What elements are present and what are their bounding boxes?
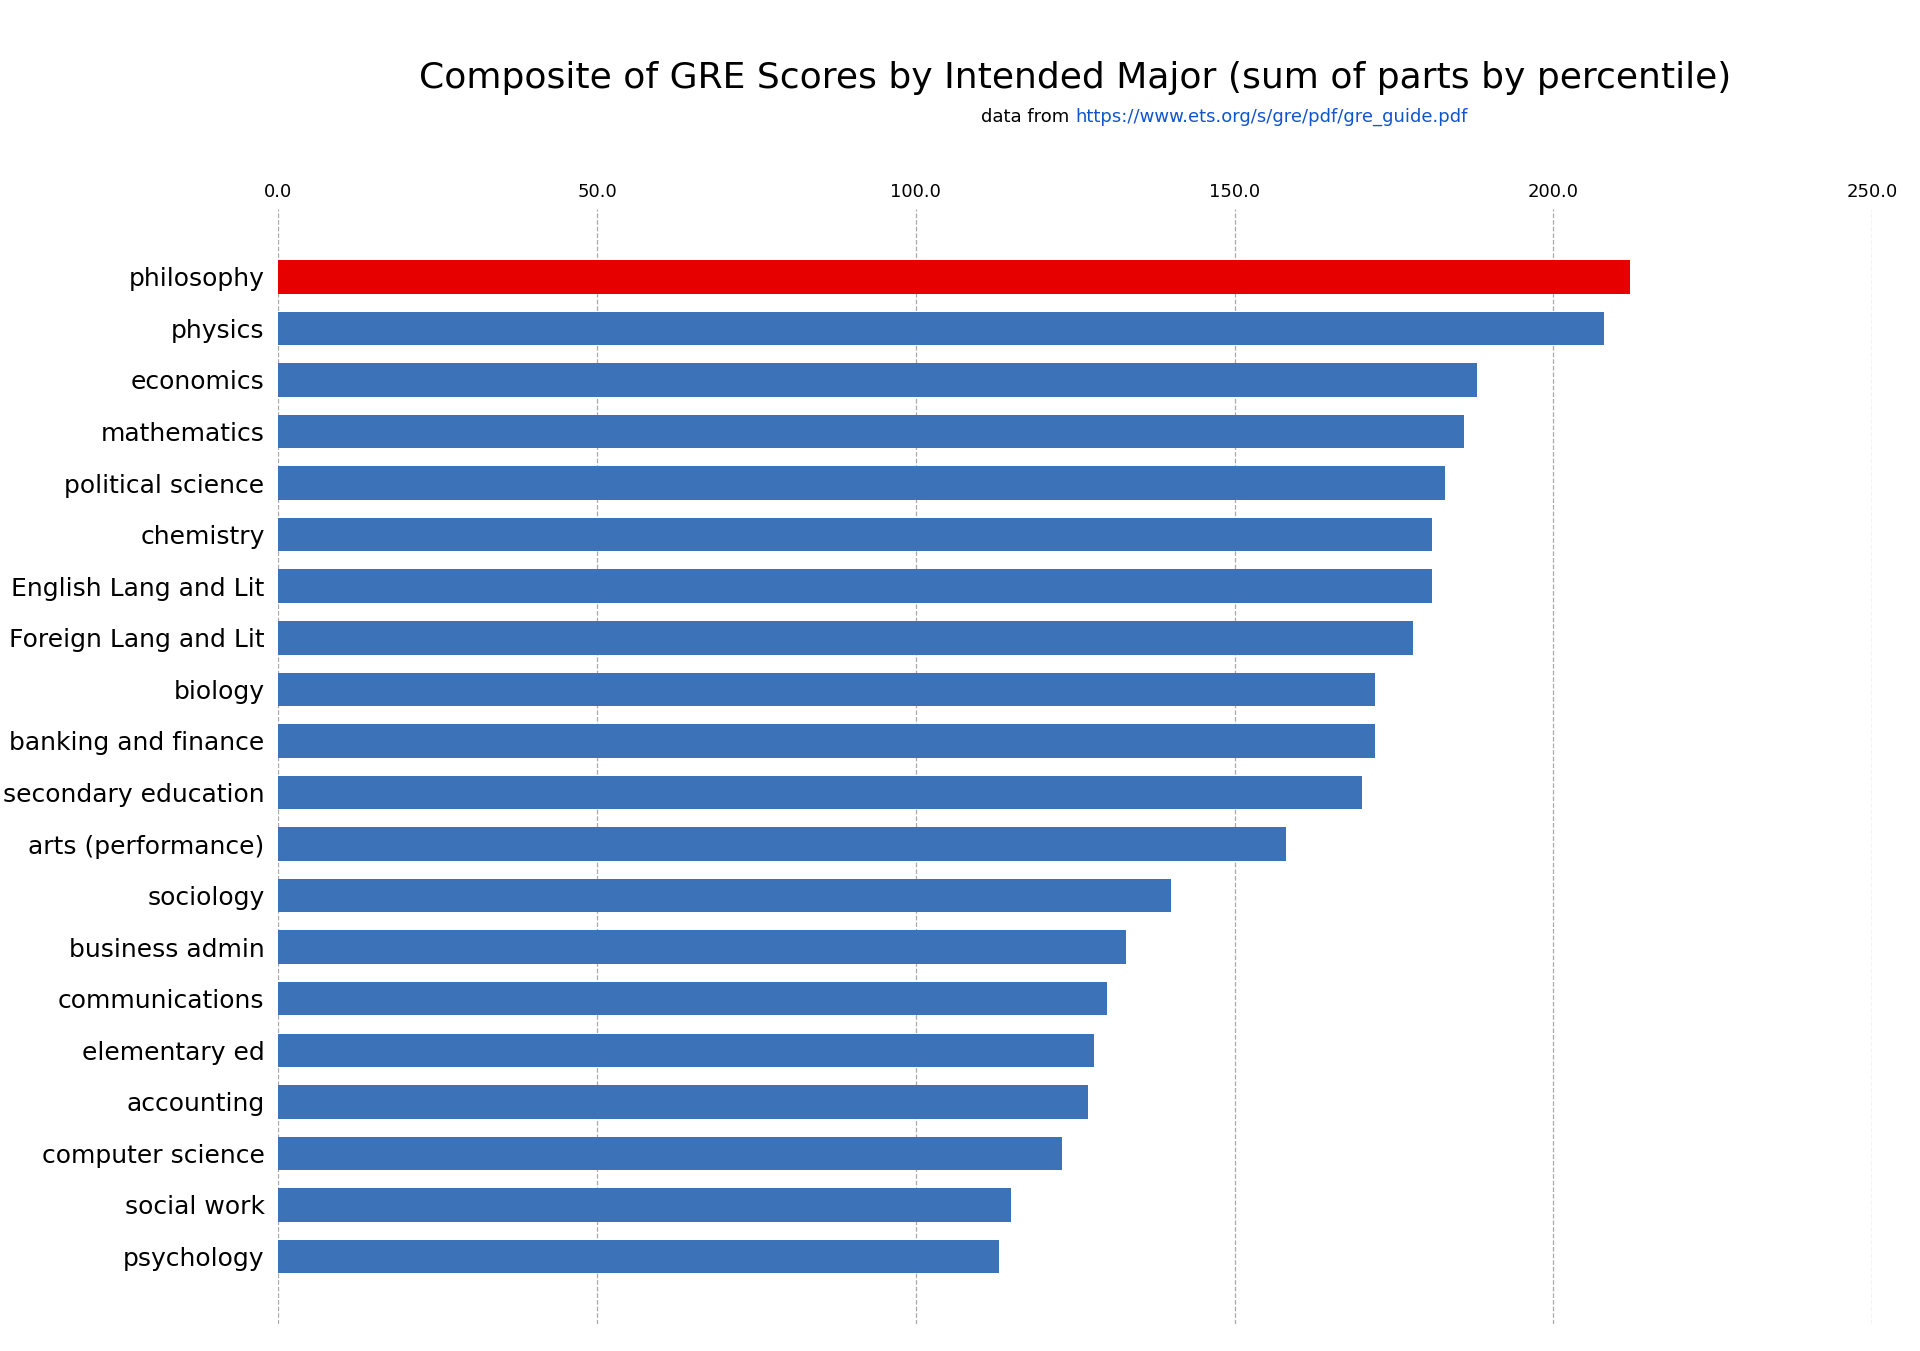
Bar — [278, 827, 1286, 861]
Bar — [278, 1240, 998, 1273]
Text: Composite of GRE Scores by Intended Major (sum of parts by percentile): Composite of GRE Scores by Intended Majo… — [419, 61, 1732, 95]
Bar — [278, 621, 1413, 654]
Bar — [278, 880, 1171, 912]
Bar — [278, 570, 1432, 603]
Bar — [278, 517, 1432, 551]
Bar — [278, 1189, 1012, 1221]
Bar — [278, 312, 1605, 345]
Bar — [278, 982, 1108, 1016]
Bar — [278, 724, 1375, 758]
Bar — [278, 1136, 1062, 1170]
Bar — [278, 673, 1375, 707]
Bar — [278, 1085, 1089, 1119]
Bar — [278, 775, 1361, 809]
Bar — [278, 931, 1127, 963]
Bar — [278, 1034, 1094, 1067]
Text: data from: data from — [981, 108, 1075, 126]
Bar — [278, 466, 1446, 500]
Bar — [278, 415, 1465, 449]
Bar — [278, 261, 1630, 293]
Bar — [278, 363, 1476, 397]
Text: https://www.ets.org/s/gre/pdf/gre_guide.pdf: https://www.ets.org/s/gre/pdf/gre_guide.… — [1075, 108, 1467, 127]
